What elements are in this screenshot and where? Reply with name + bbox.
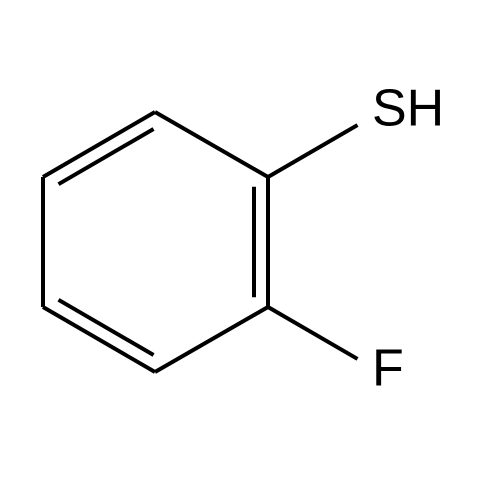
bond bbox=[268, 125, 358, 177]
bond bbox=[43, 307, 155, 372]
bonds bbox=[43, 112, 358, 372]
molecule-diagram: SH F bbox=[0, 0, 500, 500]
bond bbox=[43, 112, 155, 177]
bond-inner bbox=[59, 300, 154, 355]
bond bbox=[155, 307, 268, 372]
atom-label-F: F bbox=[372, 340, 404, 398]
atom-label-S: SH bbox=[372, 80, 444, 138]
atom-labels: SH F bbox=[372, 80, 444, 398]
bond bbox=[268, 307, 358, 359]
bond bbox=[155, 112, 268, 177]
bond-inner bbox=[59, 129, 154, 184]
